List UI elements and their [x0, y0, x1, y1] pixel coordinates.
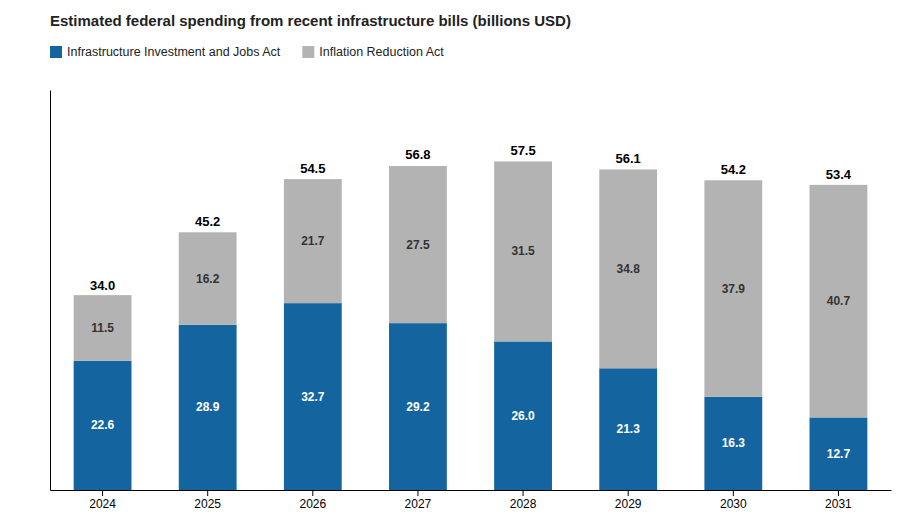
chart: Estimated federal spending from recent i…	[0, 0, 916, 530]
legend-label: Inflation Reduction Act	[319, 45, 444, 59]
x-tick-mark	[102, 490, 103, 496]
data-label: 28.9	[196, 400, 220, 414]
bar	[179, 232, 237, 325]
x-axis: 2024 2025 2026 2027 2028 2029 2030 2031	[51, 490, 892, 511]
bar	[179, 325, 237, 490]
data-label: 26.0	[511, 409, 535, 423]
x-tick-mark	[523, 490, 524, 496]
x-axis-line	[51, 490, 892, 491]
data-label: 12.7	[827, 447, 851, 461]
data-label: 16.2	[196, 272, 220, 286]
x-tick: 2026	[299, 490, 326, 511]
x-tick-label: 2031	[825, 497, 852, 511]
data-labels: 22.6 28.9 32.7 29.2 26.0 21.3 16.3 12.7 11.5 16.2…	[91, 234, 851, 461]
bar	[704, 397, 762, 490]
plot: 2024 2025 2026 2027 2028 2029 2030 2031 22.6 28.9…	[51, 91, 892, 511]
data-label: 11.5	[91, 321, 114, 335]
bar	[810, 417, 868, 490]
bar	[599, 368, 657, 490]
data-label: 40.7	[827, 294, 851, 308]
bar	[494, 161, 552, 341]
bar	[284, 303, 342, 490]
data-label: 21.3	[617, 422, 641, 436]
data-label: 34.8	[617, 262, 641, 276]
x-tick-label: 2025	[194, 497, 221, 511]
total-label: 56.8	[405, 147, 430, 162]
legend-item: Inflation Reduction Act	[302, 45, 444, 59]
bar	[284, 179, 342, 303]
data-label: 22.6	[91, 418, 115, 432]
x-tick-label: 2027	[405, 497, 432, 511]
total-label: 34.0	[90, 278, 115, 293]
x-tick: 2027	[405, 490, 432, 511]
bar	[599, 169, 657, 368]
total-label: 56.1	[616, 151, 641, 166]
x-tick-mark	[312, 490, 313, 496]
x-tick-label: 2030	[720, 497, 747, 511]
total-labels: 34.0 45.2 54.5 56.8 57.5 56.1 54.2 53.4	[90, 143, 852, 292]
data-label: 21.7	[301, 234, 325, 248]
bar	[389, 166, 447, 323]
bar	[494, 341, 552, 490]
data-label: 16.3	[722, 436, 746, 450]
x-tick: 2028	[510, 490, 537, 511]
legend-label: Infrastructure Investment and Jobs Act	[67, 45, 281, 59]
legend-item: Infrastructure Investment and Jobs Act	[50, 45, 281, 59]
x-tick-mark	[838, 490, 839, 496]
legend-swatch	[302, 46, 314, 58]
bar-series	[74, 161, 868, 417]
y-axis-line	[50, 91, 51, 491]
data-label: 32.7	[301, 390, 325, 404]
x-tick: 2030	[720, 490, 747, 511]
title: Estimated federal spending from recent i…	[50, 12, 571, 29]
legend-swatch	[50, 46, 62, 58]
x-tick: 2024	[89, 490, 116, 511]
x-tick-label: 2028	[510, 497, 537, 511]
x-tick-label: 2026	[299, 497, 326, 511]
data-label: 31.5	[511, 244, 535, 258]
x-tick-label: 2024	[89, 497, 116, 511]
x-tick-mark	[417, 490, 418, 496]
bar	[74, 295, 132, 361]
x-tick-mark	[207, 490, 208, 496]
x-tick: 2029	[615, 490, 642, 511]
data-label: 29.2	[406, 400, 430, 414]
bar	[74, 361, 132, 490]
x-tick: 2025	[194, 490, 221, 511]
y-axis	[50, 91, 51, 491]
bars	[74, 161, 868, 490]
x-tick-mark	[733, 490, 734, 496]
total-label: 57.5	[510, 143, 535, 158]
x-tick: 2031	[825, 490, 852, 511]
total-label: 53.4	[826, 167, 852, 182]
data-label: 27.5	[406, 238, 430, 252]
total-label: 45.2	[195, 214, 220, 229]
bar	[389, 323, 447, 490]
bar	[810, 185, 868, 418]
x-tick-label: 2029	[615, 497, 642, 511]
total-label: 54.5	[300, 161, 325, 176]
data-label: 37.9	[722, 282, 746, 296]
legend: Infrastructure Investment and Jobs Act In…	[50, 45, 444, 59]
x-tick-mark	[628, 490, 629, 496]
bar	[704, 180, 762, 397]
total-label: 54.2	[721, 162, 746, 177]
